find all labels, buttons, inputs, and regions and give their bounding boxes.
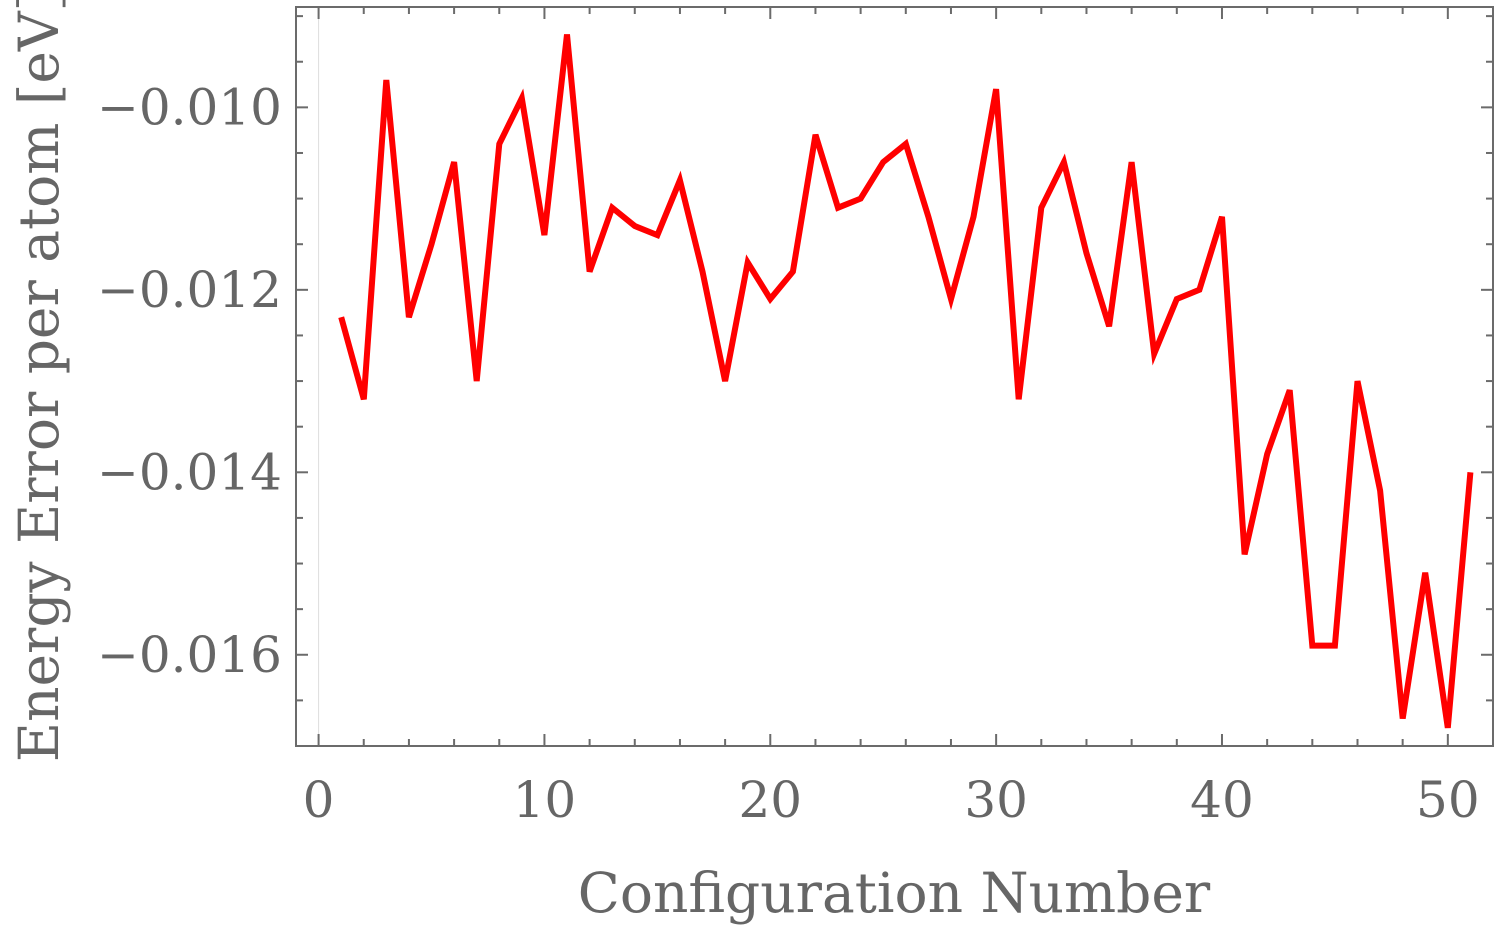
x-tick-label: 40 [1190,771,1254,829]
y-tick-label: −0.010 [97,78,282,136]
x-tick-label: 30 [964,771,1028,829]
y-tick-label: −0.012 [97,261,282,319]
x-tick-label: 20 [738,771,802,829]
x-axis-title: Configuration Number [578,861,1211,925]
y-tick-label: −0.016 [97,626,282,684]
series-layer [338,34,1474,729]
y-axis-title: Energy Error per atom [eV] [7,0,71,762]
x-tick-label: 50 [1416,771,1480,829]
plot-frame [295,6,1494,747]
series-line [338,34,1474,729]
y-tick-label: −0.014 [97,443,282,501]
x-tick-label: 10 [513,771,577,829]
x-axis-ticks: 0 10 20 30 40 50 [303,7,1480,829]
x-tick-label: 0 [303,771,335,829]
y-axis-ticks: −0.010 −0.012 −0.014 −0.016 [97,15,1493,747]
